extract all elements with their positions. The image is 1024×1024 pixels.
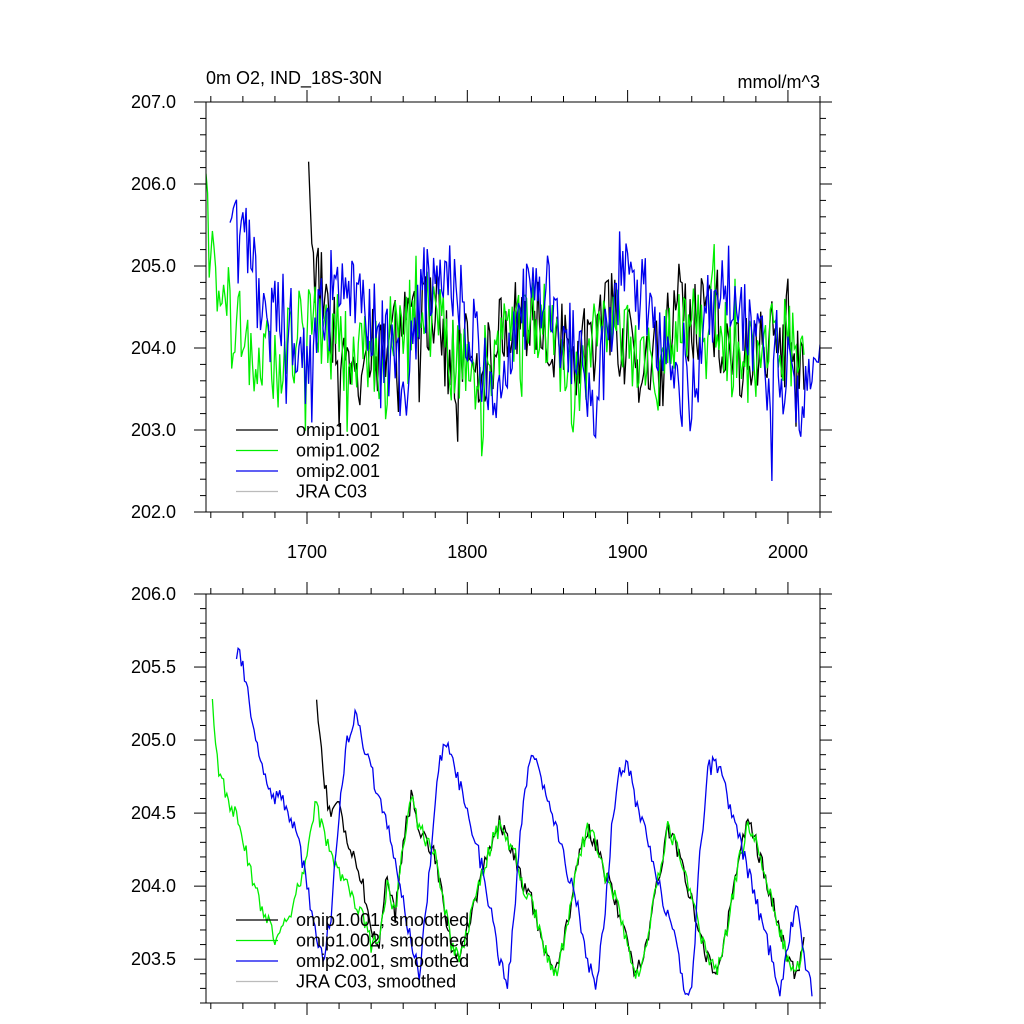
series-group [211, 646, 813, 997]
legend-label: JRA C03, smoothed [296, 972, 456, 992]
legend-label: omip2.001 [296, 461, 380, 481]
series-line-omip2-001-smoothed [235, 646, 813, 997]
y-tick-label: 206.0 [131, 584, 176, 604]
legend-label: omip1.002, smoothed [296, 931, 469, 951]
y-tick-label: 204.0 [131, 876, 176, 896]
top-panel: 1700 1800 1900 2000 202.0 203.0 204.0 205.0 206.… [131, 90, 832, 562]
legend-label: omip2.001, smoothed [296, 951, 469, 971]
y-tick-label: 207.0 [131, 92, 176, 112]
legend-label: omip1.001, smoothed [296, 910, 469, 930]
y-tick-label: 204.5 [131, 803, 176, 823]
y-tick-label: 204.0 [131, 338, 176, 358]
y-tick-label: 205.0 [131, 730, 176, 750]
chart-title: 0m O2, IND_18S-30N [206, 68, 382, 89]
y-tick-label: 203.5 [131, 949, 176, 969]
x-tick-label: 2000 [768, 542, 808, 562]
y-tick-label: 205.5 [131, 657, 176, 677]
units-label: mmol/m^3 [738, 72, 820, 92]
y-tick-label: 205.0 [131, 256, 176, 276]
series-group [206, 161, 820, 482]
series-line-omip2-001 [229, 199, 820, 482]
y-tick-label: 206.0 [131, 174, 176, 194]
x-tick-label: 1900 [608, 542, 648, 562]
plot-frame [205, 101, 821, 513]
legend-label: omip1.002 [296, 441, 380, 461]
legend-label: omip1.001 [296, 420, 380, 440]
series-line-omip1-002 [206, 173, 805, 457]
x-tick-label: 1800 [447, 542, 487, 562]
legend-label: JRA C03 [296, 482, 367, 502]
series-line-omip1-002-smoothed [211, 698, 805, 979]
y-tick-label: 202.0 [131, 502, 176, 522]
y-tick-label: 203.0 [131, 420, 176, 440]
x-tick-label: 1700 [287, 542, 327, 562]
bottom-panel: 203.5 204.0 204.5 205.0 205.5 206.0 omip1.001,… [131, 582, 832, 1015]
